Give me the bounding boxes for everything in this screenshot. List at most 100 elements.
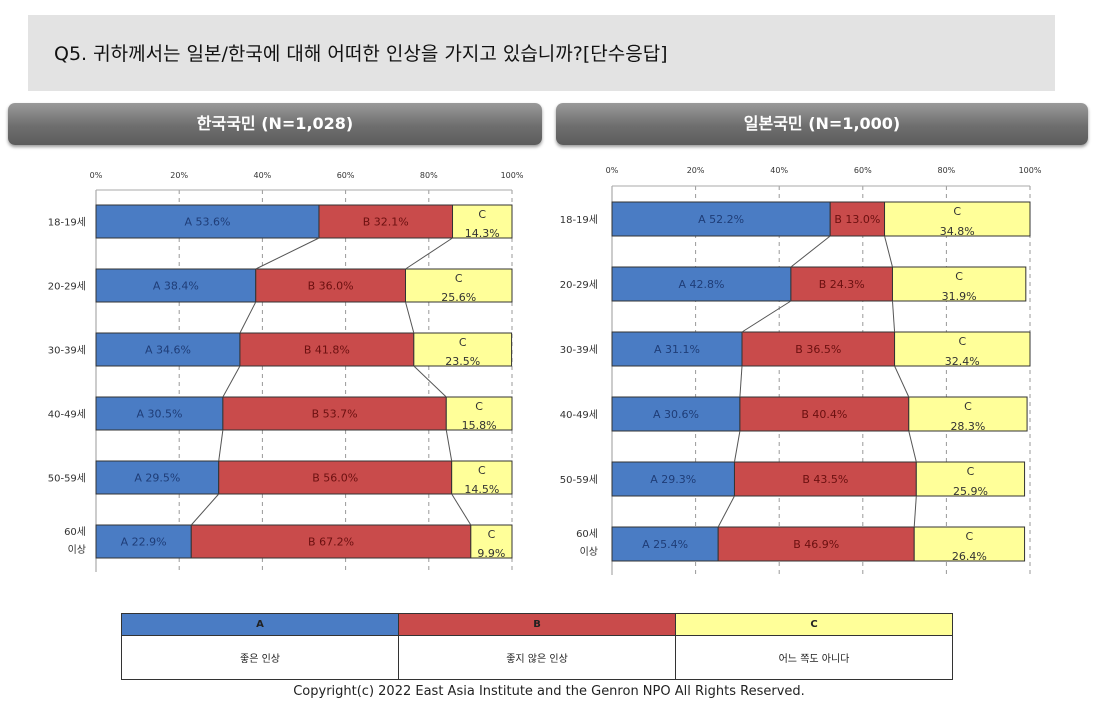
bar-label-a: A 29.3% (650, 473, 696, 486)
category-label: 40-49세 (48, 409, 86, 421)
bar-label-c-value: 28.3% (950, 420, 985, 433)
x-tick-label: 0% (606, 166, 619, 175)
x-tick-label: 40% (770, 166, 788, 175)
bar-segment-b (741, 331, 896, 367)
bar-label-c-value: 9.9% (477, 547, 505, 560)
x-tick-label: 100% (501, 171, 524, 180)
bar-segment-b (733, 461, 917, 497)
bar-label-c-code: C (459, 336, 467, 349)
legend-code-b: B (398, 613, 676, 636)
category-label: 60세 (576, 528, 598, 540)
category-label: 18-19세 (48, 217, 86, 229)
bar-label-c-code: C (955, 270, 963, 283)
series-connector-line (733, 430, 741, 463)
bar-label-b: B 40.4% (801, 408, 847, 421)
series-connector-line (405, 301, 415, 334)
bar-label-b: B 13.0% (834, 213, 880, 226)
legend-code-a: A (121, 613, 399, 636)
bar-label-c-value: 14.3% (465, 227, 500, 240)
series-connector-line (413, 365, 447, 398)
bar-segment-a (611, 396, 741, 432)
bar-segment-b (190, 524, 472, 559)
bar-label-c-code: C (455, 272, 463, 285)
copyright-text: Copyright(c) 2022 East Asia Institute an… (293, 684, 805, 699)
bar-label-c-code: C (953, 205, 961, 218)
series-connector-line (891, 300, 896, 333)
bar-label-c-value: 25.6% (441, 291, 476, 304)
bar-segment-b (717, 526, 915, 562)
bar-segment-a (95, 460, 220, 495)
bar-label-c-code: C (488, 528, 496, 541)
bar-label-b: B 67.2% (308, 536, 354, 549)
legend-label-a: 좋은 인상 (121, 635, 399, 680)
bar-label-a: A 29.5% (134, 472, 180, 485)
x-tick-label: 80% (938, 166, 956, 175)
category-label: 이상 (580, 546, 598, 558)
series-connector-line (239, 301, 257, 334)
x-tick-label: 60% (337, 171, 355, 180)
legend-label-b: 좋지 않은 인상 (398, 635, 676, 680)
series-connector-line (741, 300, 792, 333)
bar-label-a: A 34.6% (145, 344, 191, 357)
bar-segment-c (913, 526, 1026, 562)
category-label: 30-39세 (560, 344, 598, 356)
bar-segment-a (95, 332, 241, 367)
bar-label-c-value: 34.8% (940, 225, 975, 238)
series-connector-line (790, 235, 831, 268)
bar-label-b: B 41.8% (304, 344, 350, 357)
bar-label-a: A 31.1% (654, 343, 700, 356)
bar-label-c-value: 25.9% (953, 485, 988, 498)
bar-label-a: A 30.6% (653, 408, 699, 421)
legend-code-c: C (675, 613, 953, 636)
bar-segment-a (611, 331, 743, 367)
x-tick-label: 100% (1019, 166, 1042, 175)
bar-label-b: B 43.5% (802, 473, 848, 486)
bar-segment-b (239, 332, 415, 367)
category-label: 18-19세 (560, 214, 598, 226)
bar-segment-b (218, 460, 453, 495)
x-tick-label: 60% (854, 166, 872, 175)
bar-label-b: B 53.7% (312, 408, 358, 421)
bar-label-c-value: 15.8% (462, 419, 497, 432)
bar-label-b: B 36.5% (795, 343, 841, 356)
series-connector-line (894, 365, 910, 398)
series-connector-line (739, 365, 743, 398)
series-connector-line (445, 429, 453, 462)
category-label: 50-59세 (48, 473, 86, 485)
bar-segment-a (611, 201, 831, 237)
bar-segment-a (95, 396, 224, 431)
korea-chart-header: 한국국민 (N=1,028) (8, 103, 542, 145)
category-label: 20-29세 (48, 281, 86, 293)
bar-segment-c (894, 331, 1031, 367)
bar-label-c-value: 14.5% (464, 483, 499, 496)
bar-label-b: B 46.9% (793, 538, 839, 551)
bar-segment-c (891, 266, 1027, 302)
bar-label-a: A 52.2% (698, 213, 744, 226)
bar-segment-a (611, 526, 719, 562)
series-connector-line (451, 493, 472, 526)
bar-label-c-code: C (967, 465, 975, 478)
bar-segment-a (611, 461, 735, 497)
x-tick-label: 40% (254, 171, 272, 180)
x-tick-label: 20% (687, 166, 705, 175)
bar-segment-b (318, 204, 454, 239)
series-connector-line (717, 495, 735, 528)
series-connector-line (222, 365, 241, 398)
bar-label-c-value: 32.4% (945, 355, 980, 368)
bar-segment-b (255, 268, 407, 303)
bar-label-c-code: C (964, 400, 972, 413)
bar-label-a: A 30.5% (136, 408, 182, 421)
bar-segment-c (470, 524, 513, 559)
bar-label-a: A 38.4% (153, 280, 199, 293)
category-label: 50-59세 (560, 474, 598, 486)
series-connector-line (405, 237, 453, 270)
bar-segment-c (915, 461, 1026, 497)
bar-label-b: B 24.3% (819, 278, 865, 291)
category-label: 20-29세 (560, 279, 598, 291)
bar-segment-c (451, 460, 513, 495)
series-connector-line (908, 430, 917, 463)
x-tick-label: 80% (420, 171, 438, 180)
bar-segment-c (445, 396, 513, 431)
question-title: Q5. 귀하께서는 일본/한국에 대해 어떠한 인상을 가지고 있습니까?[단수… (54, 43, 668, 65)
category-label: 40-49세 (560, 409, 598, 421)
